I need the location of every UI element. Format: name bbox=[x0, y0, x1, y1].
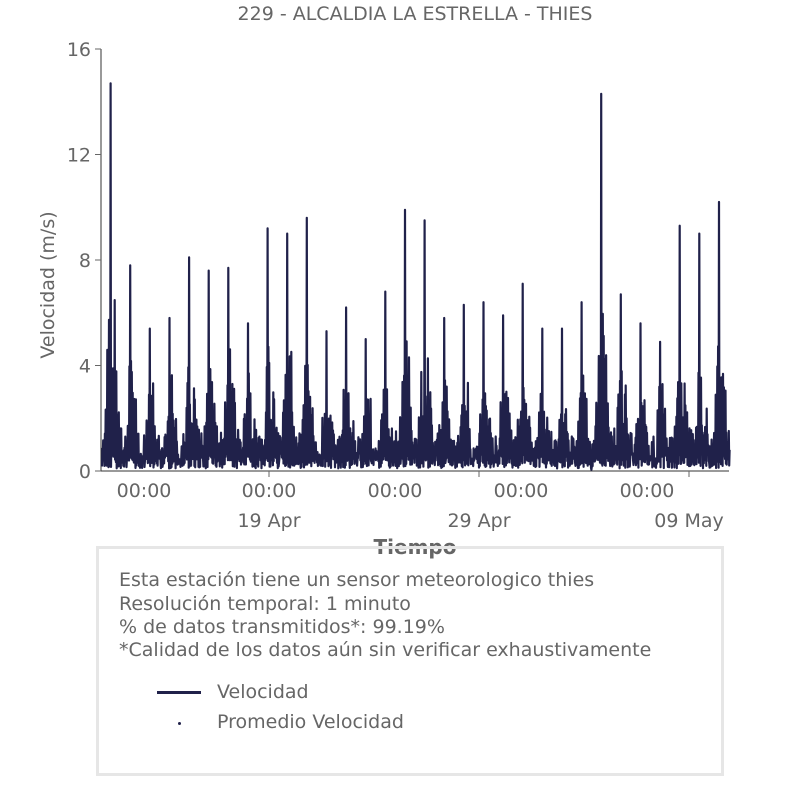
legend-promedio-label: Promedio Velocidad bbox=[217, 711, 404, 733]
y-tick-label: 8 bbox=[79, 250, 91, 272]
velocidad-line bbox=[100, 82, 731, 471]
y-tick-label: 4 bbox=[79, 356, 91, 378]
legend-velocidad-line bbox=[157, 691, 201, 694]
y-axis-label: Velocidad (m/s) bbox=[37, 211, 59, 358]
y-tick-label: 12 bbox=[67, 145, 91, 167]
legend-promedio-marker bbox=[178, 722, 181, 725]
x-tick-label: 00:00 bbox=[368, 480, 423, 502]
x-tick-label: 00:00 bbox=[494, 480, 549, 502]
chart-title: 229 - ALCALDIA LA ESTRELLA - THIES bbox=[237, 3, 593, 25]
velocity-series bbox=[100, 82, 731, 471]
x-date-label: 29 Apr bbox=[447, 510, 510, 532]
info-transmitted-text: % de datos transmitidos*: 99.19% bbox=[119, 616, 445, 638]
x-tick-label: 00:00 bbox=[620, 480, 675, 502]
legend-velocidad-label: Velocidad bbox=[217, 681, 309, 703]
info-quality-text: *Calidad de los datos aún sin verificar … bbox=[119, 639, 652, 661]
x-date-label: 19 Apr bbox=[237, 510, 300, 532]
x-tick-label: 00:00 bbox=[117, 480, 172, 502]
info-legend-box: Esta estación tiene un sensor meteorolog… bbox=[96, 546, 724, 776]
x-tick-label: 00:00 bbox=[242, 480, 297, 502]
info-resolution-text: Resolución temporal: 1 minuto bbox=[119, 593, 411, 615]
chart-axes bbox=[95, 48, 729, 477]
x-date-label: 09 May bbox=[654, 510, 724, 532]
info-sensor-text: Esta estación tiene un sensor meteorolog… bbox=[119, 569, 595, 591]
y-tick-label: 0 bbox=[79, 461, 91, 483]
y-tick-label: 16 bbox=[67, 39, 91, 61]
